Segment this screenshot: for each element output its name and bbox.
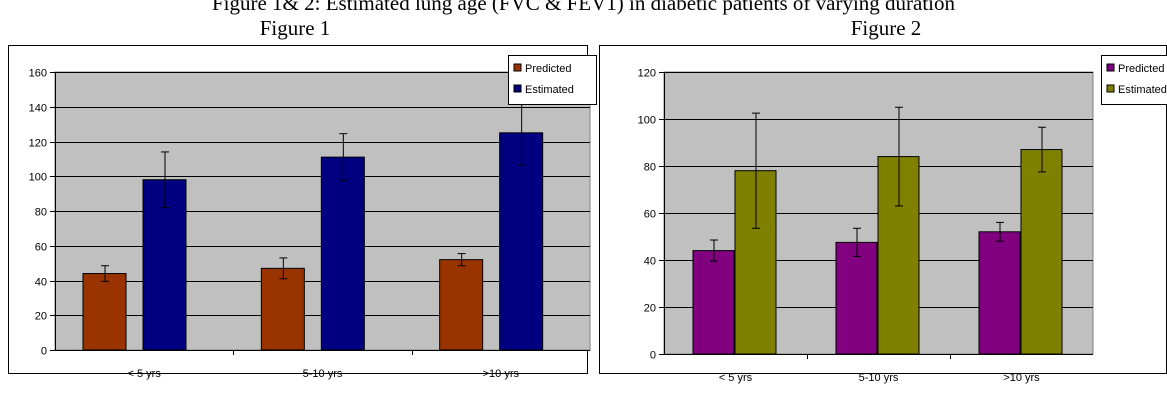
y-tick-label: 40: [644, 256, 656, 268]
legend-swatch: [513, 84, 522, 93]
x-tick-label: 5-10 yrs: [303, 368, 343, 380]
y-tick-label: 40: [35, 277, 47, 289]
y-tick-label: 80: [644, 162, 656, 174]
y-tick-label: 60: [35, 242, 47, 254]
y-tick-label: 60: [644, 209, 656, 221]
y-tick-label: 0: [650, 350, 656, 362]
y-tick-label: 160: [29, 68, 47, 80]
bar: [439, 259, 484, 351]
legend-swatch: [513, 63, 522, 72]
legend-label: Estimated: [525, 84, 574, 96]
page-title: Figure 1& 2: Estimated lung age (FVC & F…: [211, 0, 956, 15]
y-tick-label: 120: [29, 138, 47, 150]
y-tick-label: 20: [644, 303, 656, 315]
x-tick-label: >10 yrs: [483, 368, 520, 380]
legend-swatch: [1106, 63, 1115, 72]
y-tick-label: 80: [35, 207, 47, 219]
bar: [1020, 149, 1063, 355]
bar: [320, 156, 365, 351]
y-tick-label: 100: [29, 172, 47, 184]
x-tick-label: < 5 yrs: [719, 372, 753, 384]
bar: [82, 273, 127, 351]
bar: [142, 179, 187, 351]
legend-label: Predicted: [525, 63, 571, 75]
y-tick-label: 20: [35, 311, 47, 323]
x-tick-label: 5-10 yrs: [859, 372, 899, 384]
bar: [835, 241, 878, 355]
x-tick-label: < 5 yrs: [128, 368, 162, 380]
legend-label: Estimated: [1118, 84, 1167, 96]
bar: [692, 250, 735, 355]
y-tick-label: 120: [638, 68, 656, 80]
bar: [978, 231, 1021, 355]
x-tick-label: >10 yrs: [1003, 372, 1040, 384]
figure-2-label: Figure 2: [850, 16, 922, 40]
legend-label: Predicted: [1118, 63, 1164, 75]
legend-swatch: [1106, 84, 1115, 93]
figure-1-label: Figure 1: [259, 16, 331, 40]
legend-box: [508, 55, 597, 105]
y-tick-label: 100: [638, 115, 656, 127]
y-tick-label: 140: [29, 103, 47, 115]
bar: [499, 132, 544, 351]
bar: [260, 267, 305, 351]
y-tick-label: 0: [41, 346, 47, 358]
